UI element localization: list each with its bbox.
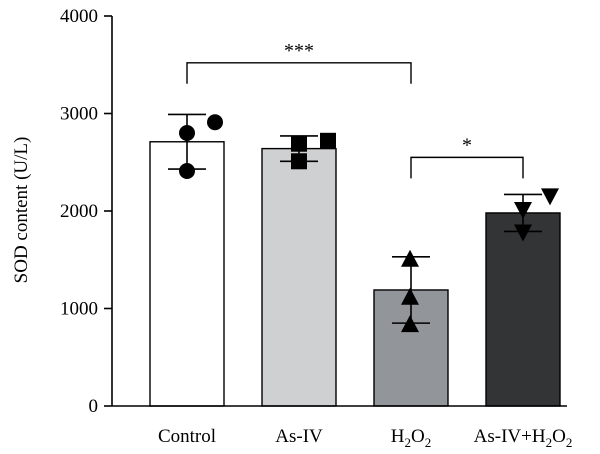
- y-tick-label: 3000: [60, 104, 98, 125]
- data-point: [401, 287, 419, 305]
- x-tick-label: H2O2: [391, 426, 431, 450]
- y-tick-label: 1000: [60, 299, 98, 320]
- data-point: [514, 224, 532, 242]
- bars: [149, 141, 561, 407]
- data-point: [291, 153, 307, 170]
- data-point: [320, 132, 336, 149]
- significance-bracket: [410, 156, 524, 179]
- data-point: [291, 135, 307, 152]
- data-point: [179, 125, 195, 141]
- x-tick-label: As-IV+H2O2: [474, 426, 573, 450]
- significance-label: ***: [284, 40, 314, 62]
- data-point: [401, 315, 419, 333]
- data-points: [179, 114, 559, 333]
- y-axis-label: SOD content (U/L): [11, 137, 32, 284]
- y-tick-label: 4000: [60, 6, 98, 27]
- x-tick-label: As-IV: [275, 426, 323, 447]
- y-tick-label: 0: [89, 396, 99, 417]
- data-point: [541, 188, 559, 206]
- x-axis: Control As-IV H2O2 As-IV+H2O2: [112, 405, 573, 450]
- significance-bracket: [186, 62, 412, 84]
- x-tick-label: Control: [158, 426, 216, 447]
- data-point: [179, 163, 195, 180]
- bar: [485, 212, 561, 407]
- bar: [261, 147, 337, 407]
- bar: [149, 141, 225, 407]
- data-point: [207, 114, 223, 131]
- significance-brackets: ****: [186, 40, 524, 179]
- data-point: [514, 202, 532, 220]
- y-axis: 0 1000 2000 3000 4000: [60, 6, 113, 417]
- y-tick-label: 2000: [60, 201, 98, 222]
- data-point: [401, 249, 419, 267]
- significance-label: *: [462, 134, 472, 156]
